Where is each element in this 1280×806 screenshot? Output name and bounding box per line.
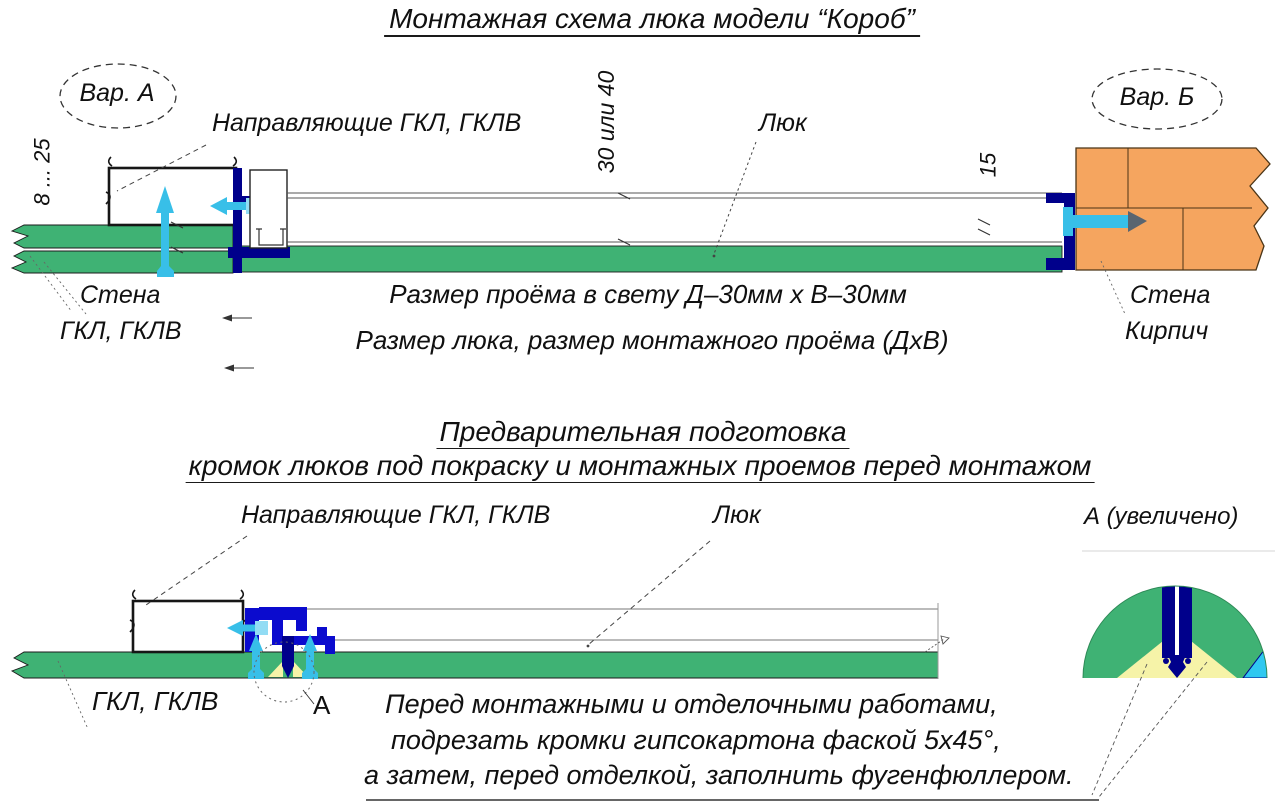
- dim-arrow: [224, 364, 234, 372]
- dim-hatch-size-label: Размер люка, размер монтажного проёма (Д…: [355, 325, 949, 355]
- dim-wall-left-label: 8 ... 25: [29, 138, 55, 206]
- bottom-diagram: [10, 535, 1275, 801]
- dimension-ticks: [170, 192, 991, 369]
- screw-horizontal-icon: [227, 620, 268, 636]
- bottom-leaders: [57, 535, 711, 730]
- note-line-3: а затем, перед отделкой, заполнить фуген…: [364, 760, 1074, 790]
- variant-b-balloon: [1091, 68, 1223, 130]
- screw-vertical-icon: [248, 634, 264, 679]
- guides-label-bottom: Направляющие ГКЛ, ГКЛВ: [241, 501, 551, 529]
- detail-profile-right: [1179, 586, 1192, 658]
- top-diagram: [10, 63, 1271, 372]
- detail-profile-left: [1162, 586, 1175, 658]
- anchor-icon: [1063, 207, 1147, 236]
- note-line-2: подрезать кромки гипсокартона фаской 5х4…: [391, 725, 1001, 755]
- detail-pin-tip: [1168, 655, 1186, 678]
- wall-right-label-2: Кирпич: [1125, 317, 1209, 345]
- dim-clear-opening-label: Размер проёма в свету Д–30мм х В–30мм: [389, 279, 907, 309]
- dim-arrow: [222, 314, 232, 322]
- prep-title-line1: Предварительная подготовка: [436, 417, 850, 450]
- hatch-door-panel: [249, 169, 288, 249]
- gkl-band-under-hatch: [239, 245, 1063, 273]
- screw-vertical-icon: [156, 186, 174, 277]
- wall-right-label-1: Стена: [1130, 281, 1211, 309]
- dim-depth-label: 30 или 40: [592, 70, 619, 174]
- prep-title-line2: кромок люков под покраску и монтажных пр…: [185, 451, 1095, 484]
- detail-marker-label: А: [313, 690, 331, 720]
- variant-a-balloon: [59, 63, 177, 129]
- door-bracket: [256, 228, 286, 246]
- variant-a-label: Вар. А: [79, 79, 155, 107]
- gkl-label: ГКЛ, ГКЛВ: [92, 686, 219, 716]
- detail-a-enlarged: [1082, 550, 1275, 798]
- variant-b-label: Вар. Б: [1119, 83, 1195, 111]
- hatch-body: [287, 192, 1062, 243]
- frame-pin: [282, 636, 294, 678]
- track-profile: [105, 156, 240, 227]
- hatch-body-bottom: [307, 603, 950, 679]
- top-leaders: [29, 141, 1126, 315]
- hatch-label-top: Люк: [759, 109, 807, 137]
- wall-left-label-1: Стена: [80, 281, 161, 309]
- track-profile-bottom: [129, 589, 247, 654]
- left-gkl-wall: [10, 224, 234, 274]
- wall-left-label-2: ГКЛ, ГКЛВ: [60, 317, 182, 345]
- dim-gap-label: 15: [975, 152, 1001, 178]
- gkl-sheet: [10, 651, 939, 679]
- guides-label-top: Направляющие ГКЛ, ГКЛВ: [212, 109, 522, 137]
- note-line-1: Перед монтажными и отделочными работами,: [385, 689, 998, 719]
- detail-marker-leader: [302, 689, 315, 705]
- brick-wall: [1075, 147, 1271, 271]
- main-title: Монтажная схема люка модели “Короб”: [384, 4, 920, 38]
- detail-title-label: А (увеличено): [1084, 503, 1239, 530]
- hatch-label-bottom: Люк: [713, 501, 761, 529]
- detail-leader: [1091, 663, 1148, 796]
- detail-circle: [253, 641, 315, 703]
- detail-screw-wedge: [1241, 643, 1267, 678]
- chamfer-filler-left: [268, 661, 283, 677]
- detail-leader: [1098, 661, 1208, 798]
